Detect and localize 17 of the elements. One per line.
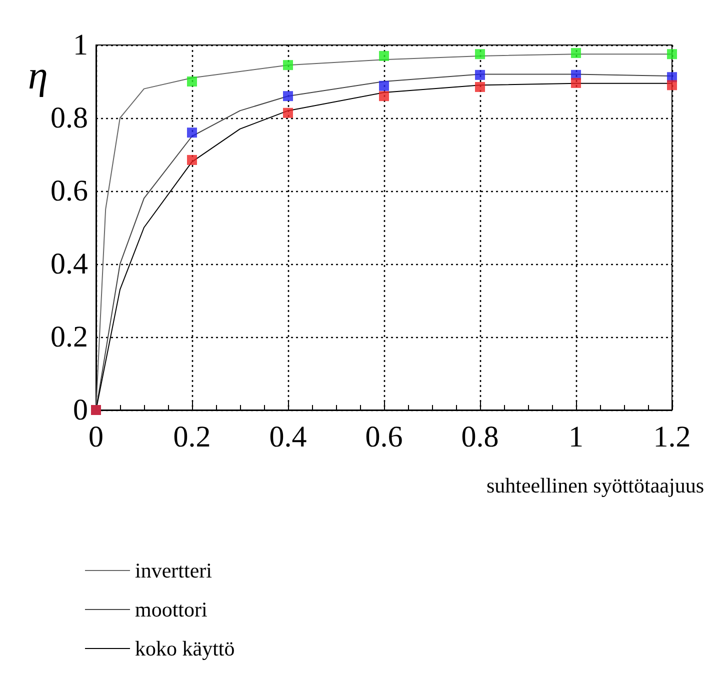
x-tick-label: 1 xyxy=(568,420,584,454)
y-tick-label: 0.6 xyxy=(50,174,88,208)
x-tick-label: 0.8 xyxy=(461,420,499,454)
x-tick-label: 1.2 xyxy=(653,420,691,454)
y-tick-label: 0 xyxy=(73,394,88,426)
x-tick-label: 0.6 xyxy=(365,420,403,454)
y-axis-title: η xyxy=(28,52,48,98)
x-axis-title: suhteellinen syöttötaajuus xyxy=(486,474,704,498)
legend-label: invertteri xyxy=(135,558,212,582)
y-tick-label: 0.8 xyxy=(50,102,88,134)
legend-label: moottori xyxy=(135,598,208,622)
y-tick-label: 0.4 xyxy=(50,248,88,280)
x-tick-label: 0.4 xyxy=(269,420,307,454)
x-tick-label: 0.2 xyxy=(173,420,211,454)
y-tick-label: 1 xyxy=(73,28,88,62)
y-tick-label: 0.2 xyxy=(50,320,88,354)
legend-label: koko käyttö xyxy=(135,636,235,660)
